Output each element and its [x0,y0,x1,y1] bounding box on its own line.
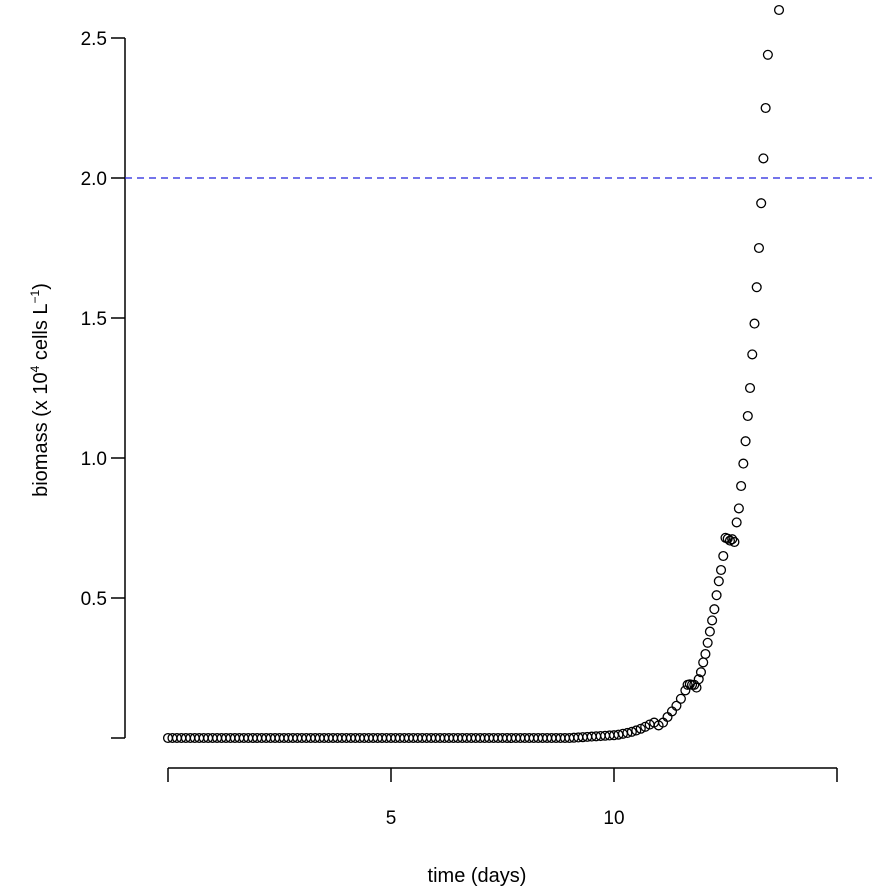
data-point [718,550,729,562]
x-ticks: 5 10 [167,768,838,829]
y-tick-label: 1.0 [81,449,107,470]
y-axis-title-close: ) [30,283,52,290]
y-axis-title: biomass (x 104 cells L−1) [28,283,52,497]
axes: 0.5 1.0 1.5 2.0 2.5 5 10 [81,29,838,829]
data-point [631,725,642,736]
data-point [736,480,747,492]
data-point [760,102,771,114]
data-point [758,153,769,164]
data-point [695,667,707,678]
data-point [762,49,773,60]
data-point [713,576,724,587]
data-point [751,282,762,293]
data-point [740,436,751,447]
y-axis-title-main: biomass (x 10 [30,372,52,497]
data-point [709,604,720,615]
y-tick-label: 0.5 [81,589,107,610]
x-tick-label: 5 [386,808,397,829]
data-point [622,727,633,739]
data-point [626,726,637,737]
data-point [662,711,673,723]
data-point [773,4,785,16]
data-point [666,706,678,717]
x-axis-title: time (days) [428,865,527,887]
data-point [727,534,738,545]
y-tick-label: 2.0 [81,169,107,190]
data-point [742,410,753,422]
data-point [747,349,758,360]
data-point [724,535,736,546]
data-points [162,4,785,744]
x-tick-label: 10 [603,808,624,829]
y-axis-title-unit-exponent: −1 [28,289,42,303]
y-axis-title-units: cells L [30,303,52,365]
data-point [702,637,713,648]
data-point [729,536,740,548]
data-point [693,674,704,685]
data-point [698,657,709,668]
y-axis-title-exponent: 4 [28,365,42,372]
data-point [700,648,711,660]
data-point [733,503,744,514]
data-point [711,590,722,601]
y-tick-label: 2.5 [81,29,107,50]
data-point [707,615,718,626]
y-tick-label: 1.5 [81,309,107,330]
data-point [749,318,760,329]
data-point [675,693,686,704]
data-point [738,458,749,469]
data-point [731,517,742,528]
data-point [756,198,767,209]
data-point [671,700,682,711]
data-point [753,242,764,254]
y-ticks: 0.5 1.0 1.5 2.0 2.5 [81,29,125,739]
data-point [715,564,727,576]
data-point [704,626,715,637]
data-point [744,382,756,394]
data-point [635,723,646,734]
